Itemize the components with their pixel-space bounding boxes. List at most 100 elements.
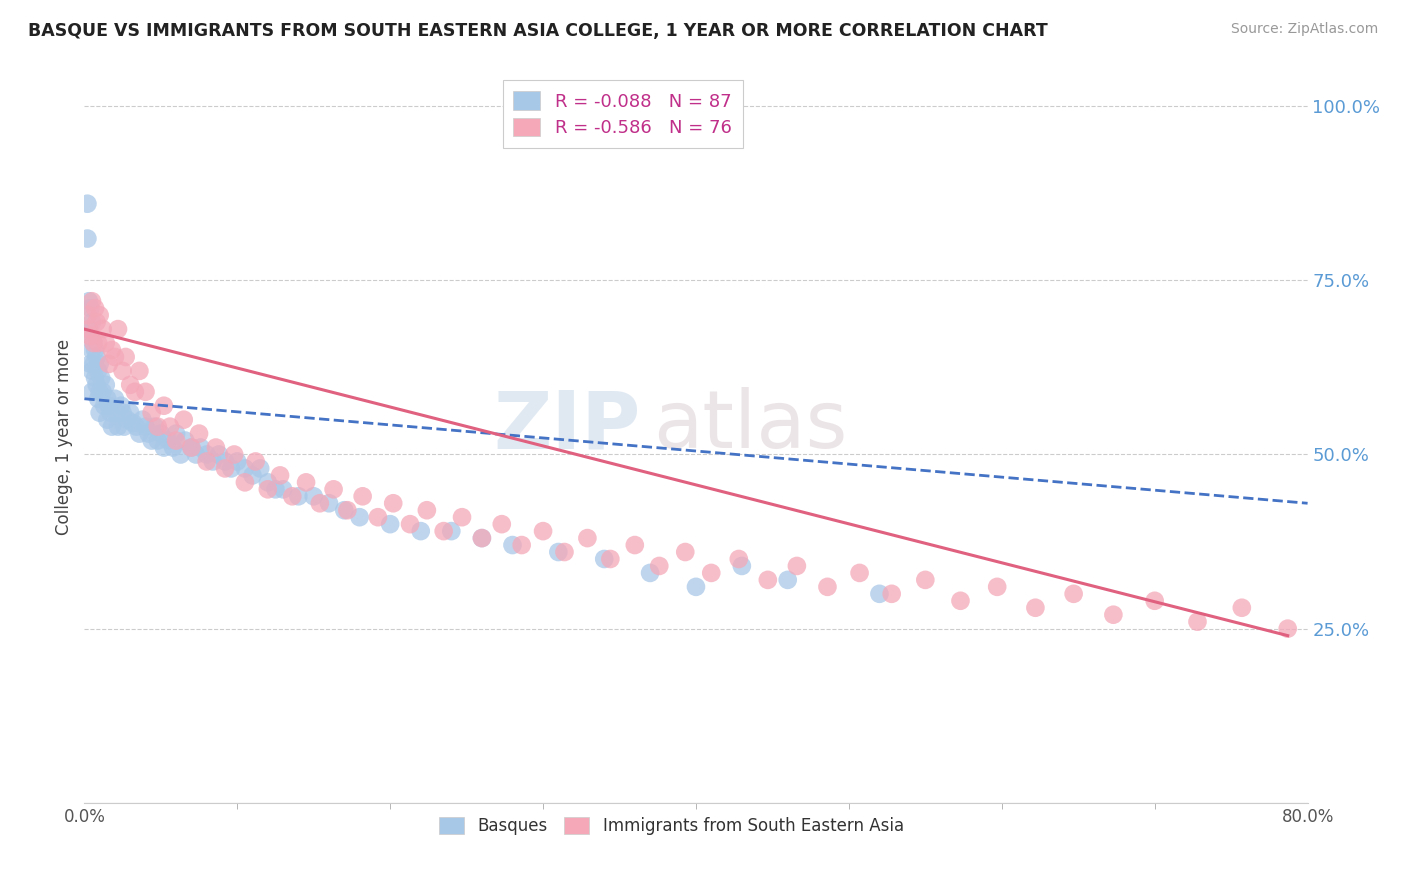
Point [593, 552, 616, 566]
Point [264, 483, 287, 497]
Point [281, 489, 304, 503]
Point [76, 196, 98, 211]
Point [553, 545, 575, 559]
Point [76, 231, 98, 245]
Point [97, 399, 120, 413]
Point [141, 434, 163, 448]
Point [224, 448, 246, 462]
Point [77, 322, 100, 336]
Point [471, 531, 494, 545]
Point [226, 454, 249, 468]
Point [135, 384, 157, 399]
Point [188, 426, 211, 441]
Point [79, 357, 101, 371]
Point [98, 406, 121, 420]
Point [131, 412, 153, 426]
Point [94, 336, 117, 351]
Point [80, 384, 103, 399]
Point [205, 441, 228, 455]
Point [576, 531, 599, 545]
Point [80, 315, 103, 329]
Point [914, 573, 936, 587]
Point [104, 392, 127, 406]
Point [83, 357, 105, 371]
Point [380, 517, 402, 532]
Point [157, 434, 180, 448]
Point [233, 461, 256, 475]
Point [91, 384, 114, 399]
Point [89, 406, 111, 420]
Point [1102, 607, 1125, 622]
Point [817, 580, 839, 594]
Point [756, 573, 779, 587]
Point [352, 489, 374, 503]
Point [731, 558, 754, 573]
Point [128, 364, 150, 378]
Point [165, 426, 187, 441]
Point [295, 475, 318, 490]
Point [349, 510, 371, 524]
Text: BASQUE VS IMMIGRANTS FROM SOUTH EASTERN ASIA COLLEGE, 1 YEAR OR MORE CORRELATION: BASQUE VS IMMIGRANTS FROM SOUTH EASTERN … [28, 22, 1047, 40]
Point [141, 406, 163, 420]
Point [510, 538, 533, 552]
Point [322, 483, 344, 497]
Point [111, 364, 134, 378]
Point [165, 434, 187, 448]
Point [143, 419, 166, 434]
Point [115, 412, 138, 426]
Point [173, 412, 195, 426]
Point [1143, 594, 1166, 608]
Point [367, 510, 389, 524]
Point [190, 441, 212, 455]
Point [184, 448, 207, 462]
Text: ZIP: ZIP [494, 387, 641, 465]
Point [333, 503, 356, 517]
Point [87, 364, 110, 378]
Point [257, 483, 280, 497]
Point [233, 475, 256, 490]
Point [107, 322, 129, 336]
Point [124, 384, 146, 399]
Point [1230, 600, 1253, 615]
Point [91, 322, 114, 336]
Point [101, 419, 124, 434]
Point [786, 558, 808, 573]
Point [302, 489, 325, 503]
Point [87, 392, 110, 406]
Point [128, 426, 150, 441]
Point [86, 377, 108, 392]
Point [440, 524, 463, 538]
Point [96, 392, 118, 406]
Point [170, 448, 193, 462]
Point [114, 350, 136, 364]
Point [648, 558, 671, 573]
Point [77, 322, 100, 336]
Point [700, 566, 723, 580]
Point [547, 545, 569, 559]
Point [201, 454, 224, 468]
Point [87, 336, 110, 351]
Point [685, 580, 707, 594]
Point [174, 434, 197, 448]
Point [219, 461, 242, 475]
Point [149, 426, 172, 441]
Point [80, 294, 103, 309]
Point [89, 384, 111, 399]
Point [83, 336, 105, 351]
Point [1187, 615, 1209, 629]
Point [146, 419, 169, 434]
Point [502, 538, 524, 552]
Point [79, 329, 101, 343]
Point [287, 489, 309, 503]
Point [880, 587, 903, 601]
Point [79, 329, 101, 343]
Point [416, 503, 439, 517]
Point [180, 441, 202, 455]
Point [195, 448, 218, 462]
Point [1024, 600, 1046, 615]
Point [110, 399, 132, 413]
Point [471, 531, 494, 545]
Point [409, 524, 432, 538]
Point [120, 406, 142, 420]
Point [135, 419, 157, 434]
